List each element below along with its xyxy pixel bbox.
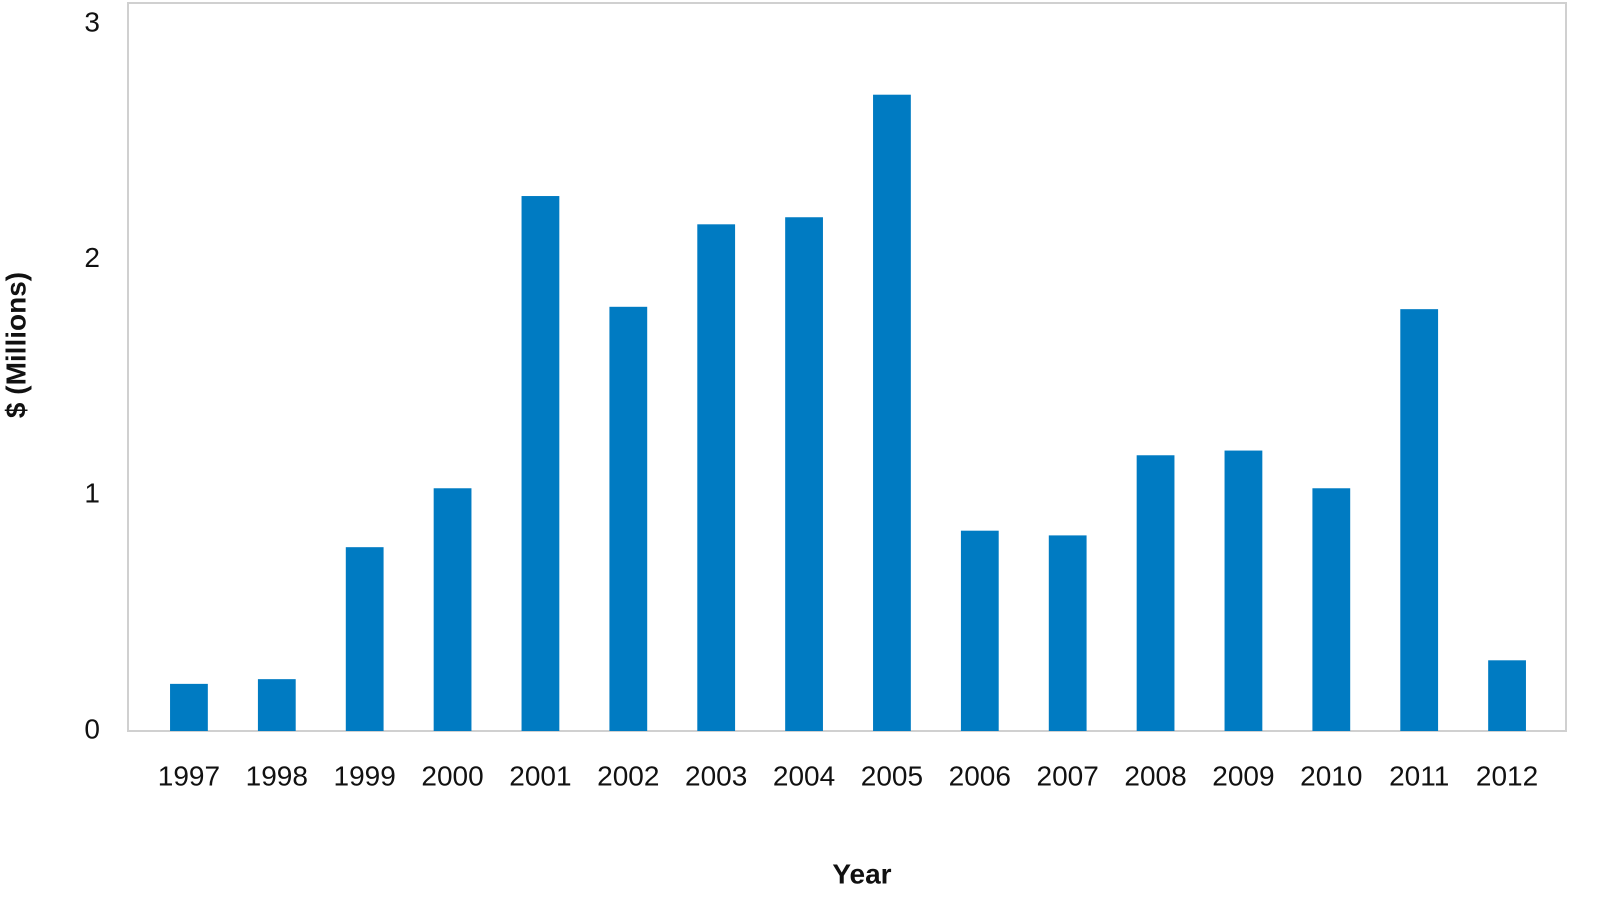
bar — [960, 530, 999, 731]
x-tick-label: 2004 — [773, 760, 835, 791]
bar — [1136, 455, 1175, 731]
bar — [785, 217, 823, 731]
bar — [1488, 660, 1526, 731]
x-tick-label: 2000 — [421, 760, 483, 791]
y-tick-label: 0 — [84, 713, 100, 744]
x-tick-label: 2011 — [1389, 760, 1449, 791]
bar — [257, 679, 296, 731]
x-tick-label: 2009 — [1212, 760, 1274, 791]
bar — [345, 547, 384, 731]
plot-frame — [127, 2, 1567, 732]
x-tick-label: 2007 — [1037, 760, 1099, 791]
bar — [873, 94, 911, 731]
bar — [609, 306, 648, 731]
bar — [521, 196, 560, 731]
x-tick-label: 2012 — [1476, 760, 1538, 791]
x-tick-label: 2005 — [861, 760, 923, 791]
x-tick-label: 2001 — [509, 760, 571, 791]
bar — [433, 488, 472, 731]
y-tick-label: 1 — [84, 478, 100, 509]
bar — [170, 683, 208, 731]
x-tick-label: 2003 — [685, 760, 747, 791]
y-tick-label: 2 — [84, 242, 100, 273]
bar — [697, 224, 736, 732]
x-tick-label: 2006 — [949, 760, 1011, 791]
y-axis-title: $ (Millions) — [0, 272, 31, 418]
x-tick-label: 2010 — [1300, 760, 1362, 791]
bar — [1224, 450, 1263, 731]
bar — [1048, 535, 1087, 731]
x-tick-label: 1999 — [334, 760, 396, 791]
x-tick-label: 1997 — [158, 760, 220, 791]
x-axis-title: Year — [832, 858, 891, 889]
x-tick-label: 2002 — [597, 760, 659, 791]
y-tick-label: 3 — [84, 6, 100, 37]
bar — [1400, 309, 1439, 731]
x-tick-label: 2008 — [1124, 760, 1186, 791]
bar — [1312, 488, 1351, 731]
x-tick-label: 1998 — [246, 760, 308, 791]
